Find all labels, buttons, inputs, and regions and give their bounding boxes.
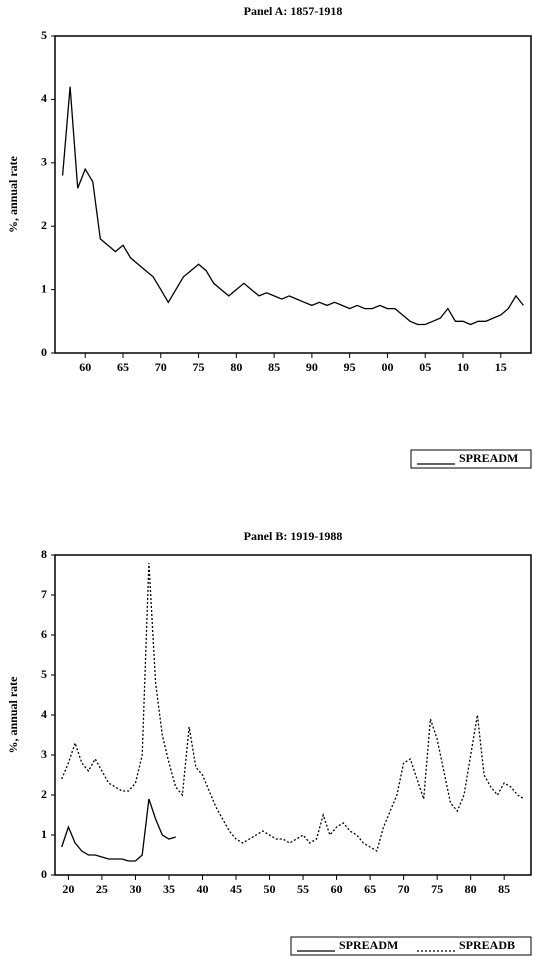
y-tick-label: 3 — [41, 747, 47, 761]
y-tick-label: 5 — [41, 667, 47, 681]
y-tick-label: 3 — [41, 155, 47, 169]
panel: Panel B: 1919-1988%, annual rate01234567… — [6, 529, 532, 956]
x-tick-label: 50 — [264, 882, 276, 896]
legend-label: SPREADM — [339, 938, 398, 952]
x-tick-label: 70 — [155, 360, 167, 374]
legend-label: SPREADM — [459, 451, 518, 465]
y-tick-label: 2 — [41, 787, 47, 801]
x-tick-label: 70 — [398, 882, 410, 896]
x-tick-label: 10 — [457, 360, 469, 374]
x-tick-label: 90 — [306, 360, 318, 374]
y-tick-label: 4 — [41, 707, 47, 721]
y-tick-label: 1 — [41, 281, 47, 295]
x-tick-label: 25 — [96, 882, 108, 896]
legend-label: SPREADB — [459, 938, 515, 952]
x-tick-label: 60 — [79, 360, 91, 374]
plot-frame — [54, 554, 532, 876]
x-tick-label: 85 — [268, 360, 280, 374]
legend-box — [410, 449, 532, 469]
panel-title: Panel B: 1919-1988 — [244, 529, 343, 543]
x-tick-label: 15 — [495, 360, 507, 374]
x-tick-label: 85 — [498, 882, 510, 896]
x-tick-label: 55 — [297, 882, 309, 896]
legend-box — [290, 936, 532, 956]
x-tick-label: 60 — [331, 882, 343, 896]
y-tick-label: 8 — [41, 547, 47, 561]
x-tick-label: 45 — [230, 882, 242, 896]
y-tick-label: 2 — [41, 218, 47, 232]
y-tick-label: 7 — [41, 587, 47, 601]
x-tick-label: 00 — [381, 360, 393, 374]
panel-title: Panel A: 1857-1918 — [244, 4, 343, 18]
x-tick-label: 35 — [163, 882, 175, 896]
x-tick-label: 75 — [193, 360, 205, 374]
x-tick-label: 65 — [117, 360, 129, 374]
y-tick-label: 6 — [41, 627, 47, 641]
x-tick-label: 20 — [62, 882, 74, 896]
panel: Panel A: 1857-1918 %, annual rate 0 1 2 3 4 5 60… — [6, 4, 532, 469]
y-tick-label: 0 — [41, 345, 47, 359]
x-tick-label: 30 — [129, 882, 141, 896]
y-axis-label: %, annual rate — [6, 676, 20, 754]
x-tick-label: 95 — [344, 360, 356, 374]
y-tick-label: 5 — [41, 28, 47, 42]
x-tick-label: 05 — [419, 360, 431, 374]
x-tick-label: 65 — [364, 882, 376, 896]
x-tick-label: 80 — [230, 360, 242, 374]
y-tick-label: 0 — [41, 867, 47, 881]
y-tick-label: 1 — [41, 827, 47, 841]
x-tick-label: 75 — [431, 882, 443, 896]
plot-frame — [54, 35, 532, 354]
y-axis-label: %, annual rate — [6, 155, 20, 233]
series-line — [61, 562, 525, 852]
y-tick-label: 4 — [41, 91, 47, 105]
series-line — [61, 798, 176, 862]
x-tick-label: 80 — [465, 882, 477, 896]
series-line — [61, 86, 524, 326]
x-tick-label: 40 — [196, 882, 208, 896]
